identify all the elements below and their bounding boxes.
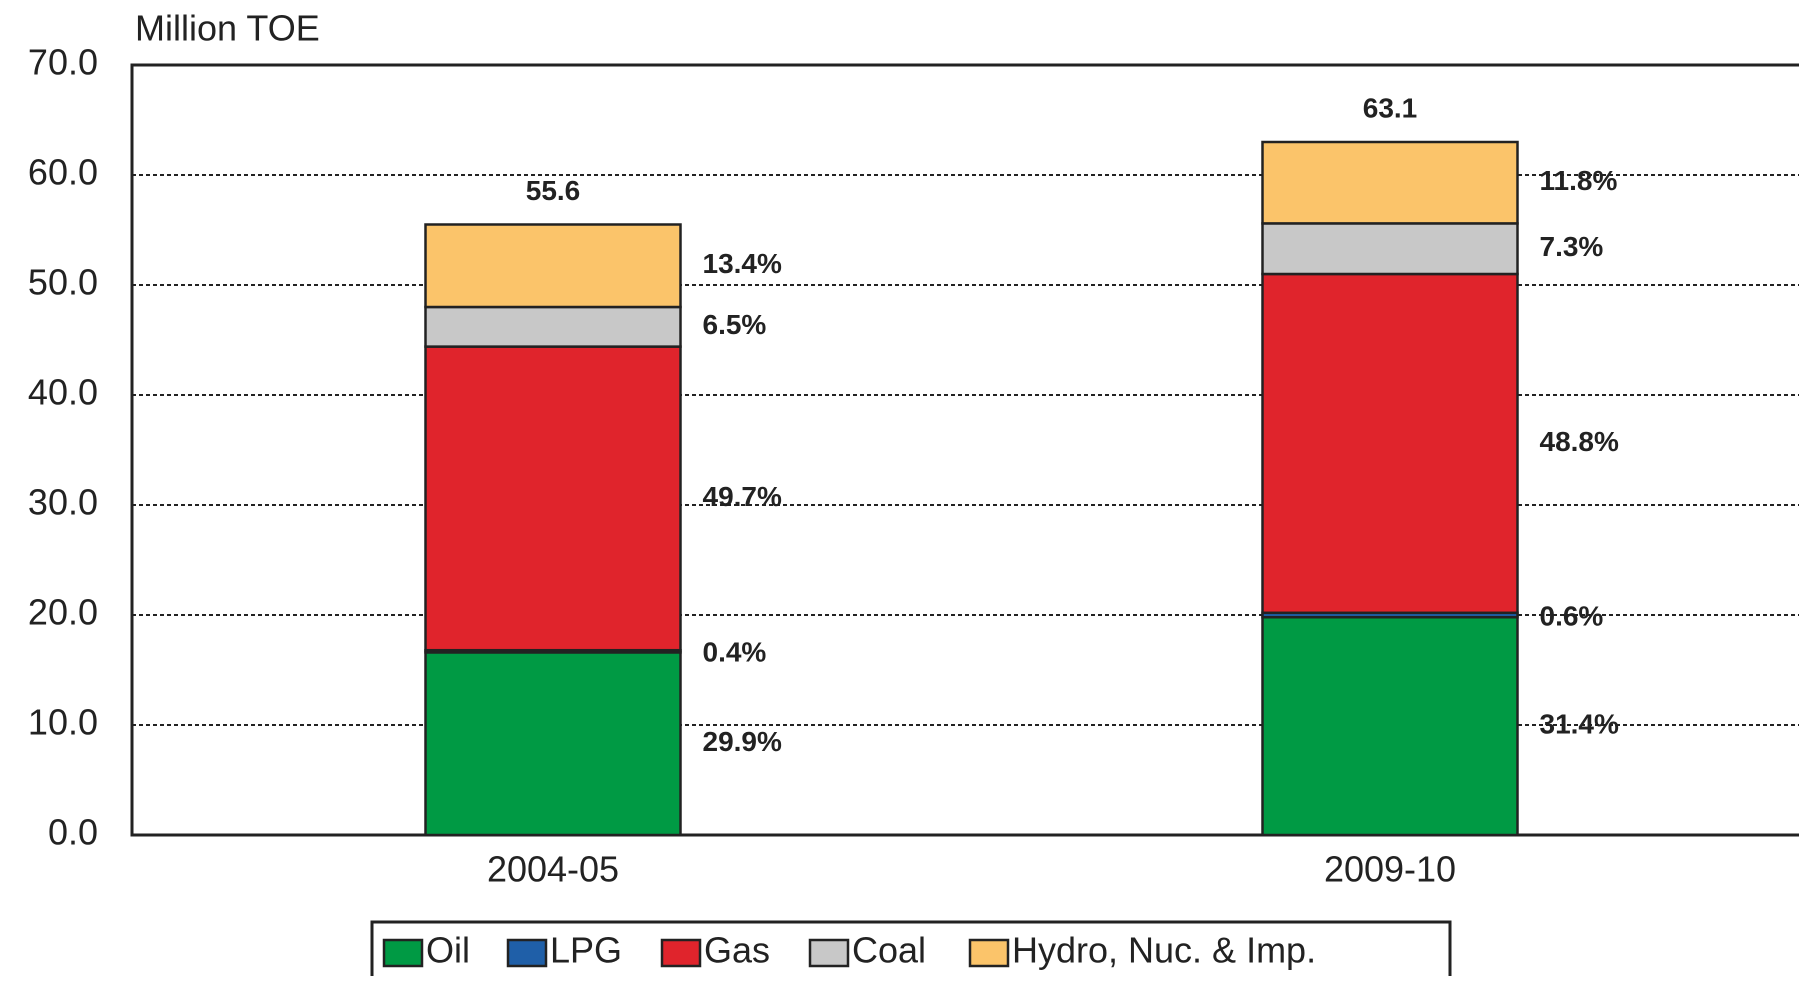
- x-tick-label: 2009-10: [1324, 849, 1456, 890]
- share-label: 29.9%: [703, 726, 782, 757]
- x-tick-label: 2004-05: [487, 849, 619, 890]
- bar-segment: [1261, 222, 1519, 276]
- share-label: 31.4%: [1540, 708, 1619, 739]
- legend-swatch: [382, 938, 424, 968]
- y-tick-label: 70.0: [28, 42, 98, 83]
- legend-box: [370, 920, 1452, 981]
- share-label: 48.8%: [1540, 426, 1619, 457]
- share-label: 0.6%: [1540, 600, 1604, 631]
- legend-swatch: [660, 938, 702, 968]
- legend-label: Gas: [704, 930, 770, 971]
- share-label: 0.4%: [703, 637, 767, 668]
- bar-segment: [424, 651, 682, 837]
- y-axis-label: Million TOE: [135, 8, 320, 49]
- legend-swatch: [968, 938, 1010, 968]
- legend-label: Hydro, Nuc. & Imp.: [1012, 930, 1316, 971]
- bar-segment: [424, 345, 682, 652]
- bar-segment: [424, 223, 682, 309]
- share-label: 49.7%: [703, 481, 782, 512]
- bar-segment: [424, 305, 682, 348]
- legend-label: Coal: [852, 930, 926, 971]
- share-label: 13.4%: [703, 248, 782, 279]
- bar-segment: [1261, 272, 1519, 615]
- y-tick-label: 0.0: [48, 812, 98, 853]
- legend-label: LPG: [550, 930, 622, 971]
- y-tick-label: 30.0: [28, 482, 98, 523]
- y-tick-label: 10.0: [28, 702, 98, 743]
- share-label: 6.5%: [703, 309, 767, 340]
- y-tick-label: 40.0: [28, 372, 98, 413]
- y-tick-label: 50.0: [28, 262, 98, 303]
- legend-label: Oil: [426, 930, 470, 971]
- y-tick-label: 60.0: [28, 152, 98, 193]
- y-tick-label: 20.0: [28, 592, 98, 633]
- bar-segment: [1261, 615, 1519, 837]
- share-label: 11.8%: [1540, 165, 1618, 196]
- bar-segment: [1261, 140, 1519, 225]
- plot-frame: [130, 63, 1799, 837]
- total-label: 55.6: [526, 175, 581, 206]
- share-label: 7.3%: [1540, 231, 1604, 262]
- legend-swatch: [506, 938, 548, 968]
- legend-swatch: [808, 938, 850, 968]
- total-label: 63.1: [1363, 92, 1418, 123]
